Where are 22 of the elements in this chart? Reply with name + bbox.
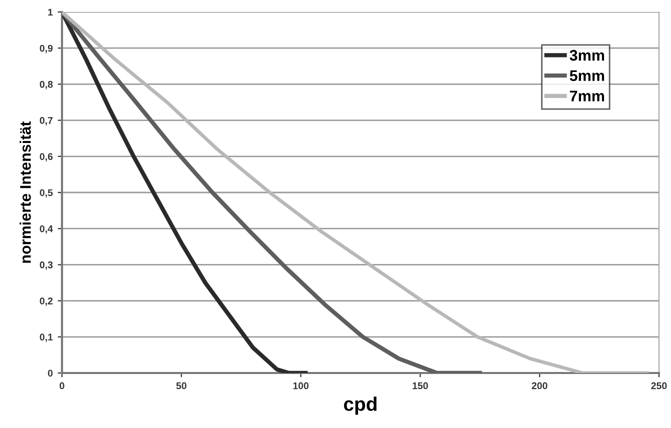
legend-label: 3mm bbox=[570, 50, 604, 61]
y-tick-label: 0,5 bbox=[40, 189, 53, 198]
x-axis-title: cpd bbox=[344, 396, 377, 415]
y-tick-label: 0,7 bbox=[40, 117, 53, 126]
y-tick-label: 0,3 bbox=[40, 261, 53, 270]
legend-label: 7mm bbox=[570, 90, 604, 102]
y-tick-label: 0,1 bbox=[40, 334, 53, 342]
y-tick-label: 1 bbox=[48, 8, 53, 16]
y-tick-label: 0,8 bbox=[40, 80, 53, 90]
x-tick-label: 150 bbox=[412, 382, 428, 390]
x-tick-label: 0 bbox=[60, 382, 64, 390]
x-tick-label: 50 bbox=[176, 382, 186, 390]
x-tick-label: 250 bbox=[651, 382, 667, 390]
legend-label: 5mm bbox=[570, 70, 604, 82]
y-tick-label: 0,4 bbox=[40, 225, 53, 234]
y-tick-label: 0,9 bbox=[40, 44, 53, 54]
x-tick-label: 100 bbox=[293, 382, 309, 390]
y-axis-title: normierte Intensität bbox=[20, 121, 31, 263]
x-tick-label: 200 bbox=[532, 382, 548, 390]
y-tick-label: 0 bbox=[48, 370, 53, 377]
y-tick-label: 0,6 bbox=[40, 153, 53, 162]
y-tick-label: 0,2 bbox=[40, 298, 53, 306]
